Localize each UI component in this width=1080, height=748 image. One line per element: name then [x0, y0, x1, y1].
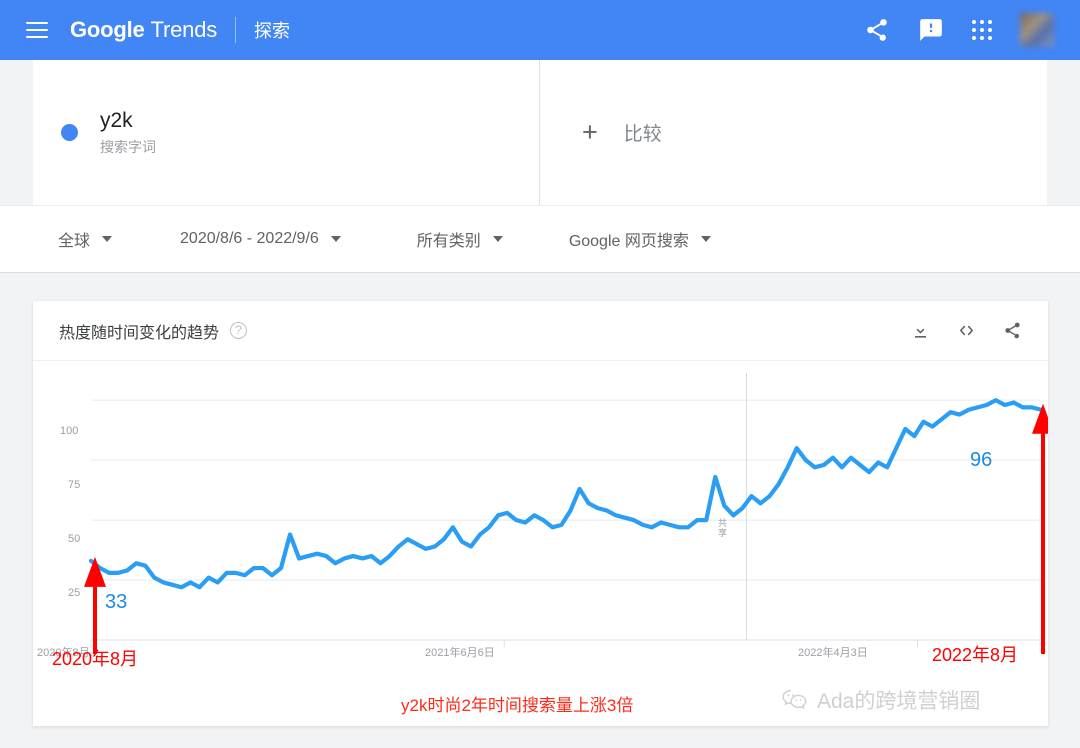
embed-code-icon[interactable]	[956, 320, 977, 341]
start-value-label: 33	[105, 591, 128, 613]
y-tick-100: 100	[60, 425, 79, 437]
end-date-annotation: 2022年8月	[932, 645, 1019, 665]
chart-caption: y2k时尚2年时间搜索量上涨3倍	[401, 696, 634, 715]
x-tick-1: 2021年6月6日	[425, 647, 495, 659]
appbar-actions	[864, 13, 1054, 47]
chevron-down-icon	[492, 236, 503, 242]
hamburger-menu-icon[interactable]	[26, 22, 48, 38]
filter-search-type[interactable]: Google 网页搜索	[569, 227, 711, 251]
series-color-dot	[61, 124, 78, 141]
interest-over-time-card: 热度随时间变化的趋势 ? 100 75 50 25 2020年8月... 202…	[33, 301, 1048, 726]
filter-date-range-label: 2020/8/6 - 2022/9/6	[180, 230, 319, 247]
filter-category[interactable]: 所有类别	[417, 227, 503, 251]
add-comparison-button[interactable]: + 比较	[540, 60, 1047, 205]
user-avatar[interactable]	[1020, 13, 1054, 47]
end-value-label: 96	[970, 449, 993, 471]
red-arrow-annotation	[1032, 403, 1048, 654]
chevron-down-icon	[700, 236, 711, 242]
trend-line-chart[interactable]	[33, 361, 1048, 725]
card-header: 热度随时间变化的趋势 ?	[33, 301, 1048, 361]
feedback-icon[interactable]	[918, 17, 944, 43]
search-term-subtitle: 搜索字词	[100, 138, 156, 155]
share-icon[interactable]	[1003, 321, 1022, 340]
search-term-title: y2k	[100, 109, 133, 133]
filter-date-range[interactable]: 2020/8/6 - 2022/9/6	[180, 230, 341, 248]
start-date-annotation: 2020年8月	[52, 649, 139, 669]
explore-label[interactable]: 探索	[254, 21, 291, 41]
y-tick-75: 75	[68, 479, 81, 491]
brand-google-text: Google	[70, 17, 145, 42]
chart-plot-area: 100 75 50 25 2020年8月... 2021年6月6日 2022年4…	[33, 361, 1048, 725]
y-tick-50: 50	[68, 533, 81, 545]
watermark: Ada的跨境营销圈	[782, 685, 980, 715]
card-title: 热度随时间变化的趋势	[59, 324, 220, 342]
filter-category-label: 所有类别	[416, 233, 481, 250]
chevron-down-icon	[330, 236, 341, 242]
wechat-icon	[782, 689, 807, 710]
top-app-bar: Google Trends 探索	[0, 0, 1080, 60]
x-tick-2: 2022年4月3日	[798, 647, 868, 659]
filter-location[interactable]: 全球	[58, 227, 113, 251]
card-actions	[911, 320, 1022, 341]
appbar-divider	[235, 17, 237, 43]
apps-grid-icon[interactable]	[972, 20, 992, 40]
filter-bar: 全球 2020/8/6 - 2022/9/6 所有类别 Google 网页搜索	[0, 205, 1080, 273]
plus-icon: +	[582, 117, 598, 147]
vline-note: 共享	[717, 518, 727, 538]
filter-search-type-label: Google 网页搜索	[568, 233, 689, 250]
brand-trends-text: Trends	[150, 17, 218, 42]
red-arrow-annotation	[84, 556, 106, 654]
search-term-card[interactable]: y2k 搜索字词	[33, 60, 540, 205]
compare-label: 比较	[623, 124, 662, 145]
watermark-text: Ada的跨境营销圈	[817, 690, 981, 713]
chevron-down-icon	[102, 236, 113, 242]
brand-logo[interactable]: Google Trends	[70, 17, 217, 43]
search-term-row: y2k 搜索字词 + 比较	[33, 60, 1047, 205]
filter-location-label: 全球	[58, 233, 91, 250]
x-tick-0: 2020年8月...	[37, 647, 99, 659]
help-icon[interactable]: ?	[230, 322, 248, 339]
download-icon[interactable]	[911, 321, 930, 340]
share-icon[interactable]	[864, 17, 890, 43]
y-tick-25: 25	[68, 587, 81, 599]
